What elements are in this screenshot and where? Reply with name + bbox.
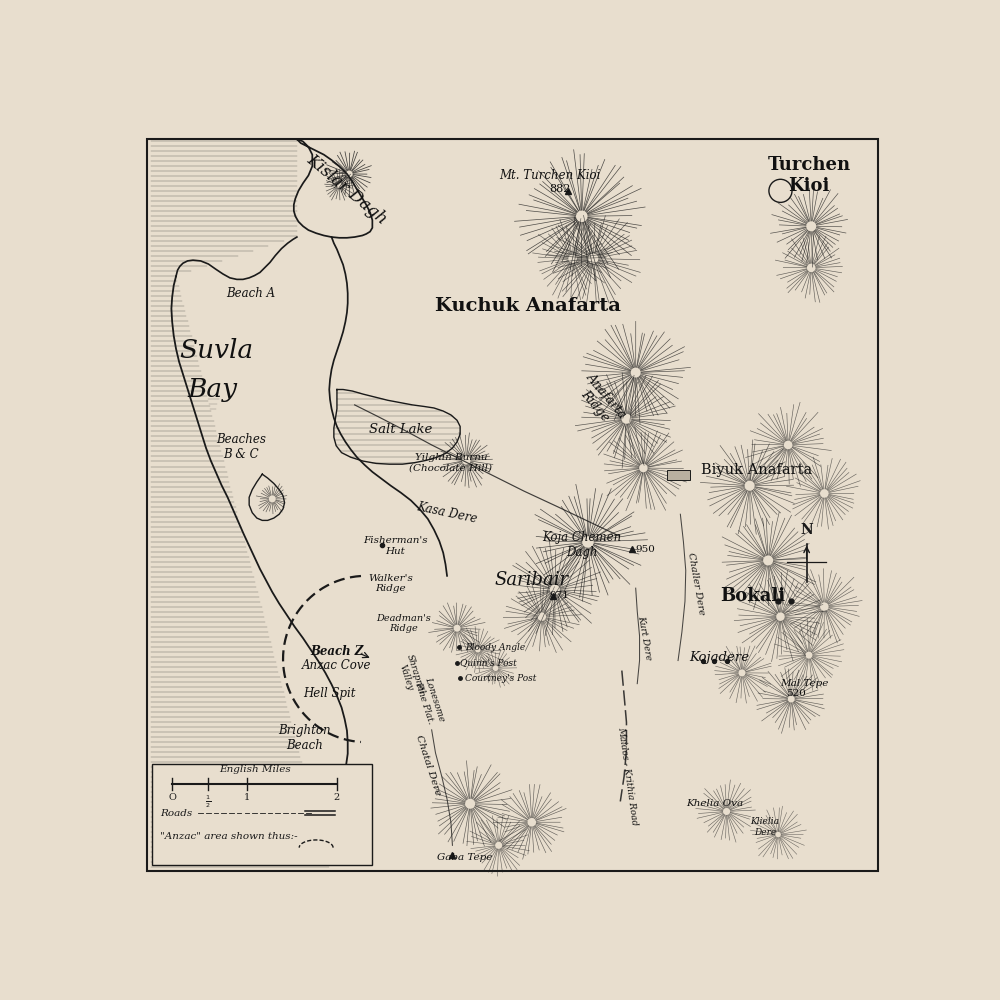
Text: Anafarta
Ridge: Anafarta Ridge (573, 371, 629, 431)
Text: Beach A: Beach A (226, 287, 275, 300)
Text: Salt Lake: Salt Lake (369, 423, 433, 436)
Text: Bloody Angle: Bloody Angle (465, 643, 525, 652)
Text: Walker's
Ridge: Walker's Ridge (368, 574, 413, 593)
Text: Beach Z: Beach Z (310, 645, 364, 658)
Text: 520: 520 (786, 689, 806, 698)
Text: Bokali: Bokali (720, 587, 785, 605)
Text: Beaches
B & C: Beaches B & C (217, 433, 266, 461)
Text: Bay: Bay (187, 377, 237, 402)
Text: Saribair: Saribair (495, 571, 569, 589)
Text: Kojadere: Kojadere (689, 651, 749, 664)
Text: Shrapnel
Valley: Shrapnel Valley (395, 653, 426, 699)
Text: Kasa Dere: Kasa Dere (416, 500, 478, 525)
Text: Yilghin Burnu
(Chocolate Hill): Yilghin Burnu (Chocolate Hill) (409, 453, 492, 472)
Text: Kislar Dagh: Kislar Dagh (303, 151, 390, 228)
Text: Mt. Turchen Kioi: Mt. Turchen Kioi (499, 169, 600, 182)
Text: O: O (168, 793, 176, 802)
Text: Gaba Tepe: Gaba Tepe (437, 853, 492, 862)
Text: Chatal Dere: Chatal Dere (414, 734, 442, 797)
Text: Hell Spit: Hell Spit (303, 687, 355, 700)
Text: "Anzac" area shown thus:-: "Anzac" area shown thus:- (160, 832, 297, 841)
Text: Deadman's
Ridge: Deadman's Ridge (376, 614, 431, 633)
Text: Kurt Dere: Kurt Dere (637, 614, 653, 661)
Text: Fisherman's
Hut: Fisherman's Hut (363, 536, 428, 556)
Bar (152, 764, 372, 865)
Text: 882: 882 (549, 184, 571, 194)
Text: Roads: Roads (160, 808, 192, 818)
Text: Klielia
Dere: Klielia Dere (751, 817, 780, 837)
Text: Khelia Ova: Khelia Ova (686, 799, 743, 808)
Text: N: N (800, 523, 813, 537)
Text: 971: 971 (549, 591, 569, 600)
Text: Brighton
Beach: Brighton Beach (278, 724, 331, 752)
Text: Suvla: Suvla (179, 338, 253, 363)
Text: Courtney's Post: Courtney's Post (465, 674, 536, 683)
Text: Challer Dere: Challer Dere (686, 552, 706, 616)
Text: Lonesome
Pine Plat.: Lonesome Pine Plat. (413, 676, 446, 726)
Text: Quinn's Post: Quinn's Post (460, 658, 517, 667)
Text: Turchen
Kioi: Turchen Kioi (767, 156, 851, 195)
Text: Koja Chemen
Dagh: Koja Chemen Dagh (542, 531, 621, 559)
Bar (666, 470, 690, 480)
Text: Anzac Cove: Anzac Cove (302, 659, 372, 672)
Text: English Miles: English Miles (219, 766, 290, 774)
Text: $\frac{1}{2}$: $\frac{1}{2}$ (205, 793, 211, 810)
Text: Maidos - Krithia Road: Maidos - Krithia Road (617, 726, 639, 826)
Text: 1: 1 (244, 793, 250, 802)
Text: Biyuk Anafarta: Biyuk Anafarta (701, 463, 812, 477)
Text: Mal Tepe: Mal Tepe (780, 679, 829, 688)
Text: Kuchuk Anafarta: Kuchuk Anafarta (435, 297, 621, 315)
Text: 950: 950 (636, 545, 656, 554)
Text: 2: 2 (334, 793, 340, 802)
